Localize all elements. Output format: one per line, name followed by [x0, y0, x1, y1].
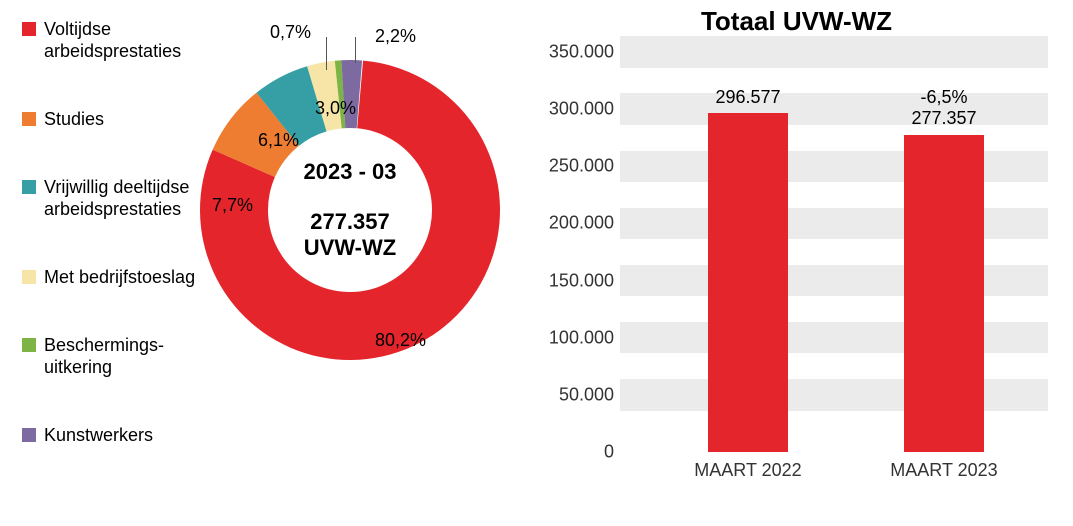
- bar-y-tick-label: 50.000: [559, 384, 628, 405]
- donut-chart: 2023 - 03 277.357UVW-WZ 80,2%7,7%6,1%3,0…: [200, 60, 500, 360]
- bar-rect: [904, 135, 984, 452]
- legend-swatch: [22, 112, 36, 126]
- donut-panel: Voltijdsearbeidsprestaties Studies Vrijwil…: [0, 0, 520, 526]
- legend-item: Studies: [22, 108, 195, 130]
- dashboard-root: Voltijdsearbeidsprestaties Studies Vrijwil…: [0, 0, 1073, 526]
- legend-label: Voltijdsearbeidsprestaties: [44, 18, 181, 62]
- legend-item: Vrijwillig deeltijdsearbeidsprestaties: [22, 176, 195, 220]
- bar-y-tick-label: 350.000: [549, 42, 628, 63]
- bar-y-tick-label: 150.000: [549, 270, 628, 291]
- legend-swatch: [22, 338, 36, 352]
- legend-label: Studies: [44, 108, 104, 130]
- donut-slice-label: 6,1%: [258, 130, 299, 151]
- legend-item: Met bedrijfstoeslag: [22, 266, 195, 288]
- bar-value-label: 296.577: [688, 87, 808, 108]
- bar-y-tick-label: 100.000: [549, 327, 628, 348]
- bar-y-tick-label: 200.000: [549, 213, 628, 234]
- bar-y-tick-label: 250.000: [549, 156, 628, 177]
- bar-x-tick-label: MAART 2023: [864, 460, 1024, 481]
- legend-swatch: [22, 428, 36, 442]
- donut-slice-label: 3,0%: [315, 98, 356, 119]
- legend-swatch: [22, 270, 36, 284]
- legend-label: Beschermings-uitkering: [44, 334, 164, 378]
- bar-value-label: -6,5%277.357: [884, 87, 1004, 129]
- bar-panel: Totaal UVW-WZ 050.000100.000150.000200.0…: [520, 0, 1073, 526]
- bar-y-tick-label: 300.000: [549, 99, 628, 120]
- bar-rect: [708, 113, 788, 452]
- legend-swatch: [22, 22, 36, 36]
- bar-chart-plot: 050.000100.000150.000200.000250.000300.0…: [628, 52, 1048, 452]
- donut-legend: Voltijdsearbeidsprestaties Studies Vrijwil…: [22, 18, 195, 446]
- bar-chart-title: Totaal UVW-WZ: [520, 6, 1073, 37]
- bar-y-tick-label: 0: [604, 442, 628, 463]
- bar-x-tick-label: MAART 2022: [668, 460, 828, 481]
- legend-label: Vrijwillig deeltijdsearbeidsprestaties: [44, 176, 189, 220]
- donut-slice-label: 2,2%: [375, 26, 416, 47]
- legend-item: Kunstwerkers: [22, 424, 195, 446]
- legend-label: Met bedrijfstoeslag: [44, 266, 195, 288]
- donut-leader-line: [326, 37, 327, 70]
- legend-label: Kunstwerkers: [44, 424, 153, 446]
- donut-leader-line: [355, 37, 356, 63]
- legend-item: Beschermings-uitkering: [22, 334, 195, 378]
- donut-slice-label: 80,2%: [375, 330, 426, 351]
- legend-swatch: [22, 180, 36, 194]
- legend-item: Voltijdsearbeidsprestaties: [22, 18, 195, 62]
- donut-slice-label: 0,7%: [270, 22, 311, 43]
- bar-gridline: [620, 36, 1048, 67]
- donut-slice-label: 7,7%: [212, 195, 253, 216]
